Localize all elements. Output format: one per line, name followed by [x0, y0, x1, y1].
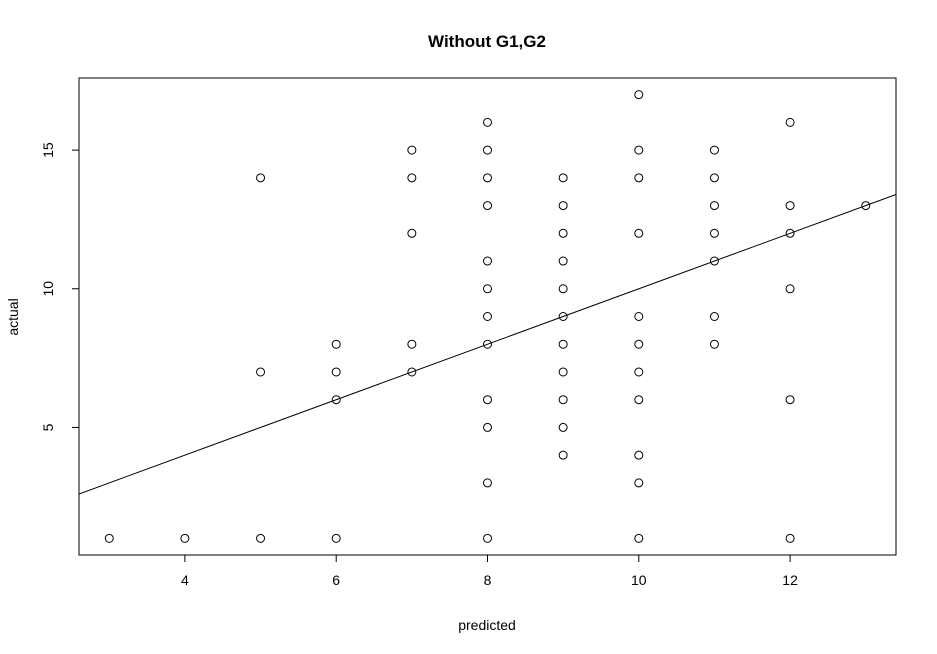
data-point — [331, 395, 341, 405]
data-point — [558, 367, 568, 377]
data-point — [709, 339, 719, 349]
x-axis: 4 6 8 10 12 — [181, 555, 798, 588]
data-point — [483, 284, 492, 294]
data-point — [634, 478, 644, 488]
data-point — [483, 173, 492, 183]
x-tick-label: 4 — [181, 572, 189, 588]
data-point — [256, 367, 266, 377]
points-layer — [104, 90, 871, 543]
data-point — [709, 228, 719, 238]
data-point — [558, 339, 568, 349]
data-point — [180, 533, 190, 543]
data-point — [558, 422, 568, 432]
y-tick-label: 5 — [40, 423, 56, 431]
y-axis: 5 10 15 — [40, 142, 79, 431]
data-point — [861, 201, 871, 211]
data-point — [407, 173, 417, 183]
data-point — [709, 145, 719, 155]
data-point — [256, 173, 266, 183]
data-point — [634, 367, 644, 377]
data-point — [483, 145, 492, 155]
data-point — [785, 228, 795, 238]
reference-line — [79, 194, 896, 495]
data-point — [709, 256, 719, 266]
data-point — [483, 117, 492, 127]
data-point — [709, 312, 719, 321]
data-point — [407, 145, 417, 155]
data-point — [634, 339, 644, 349]
x-tick-label: 6 — [332, 572, 340, 588]
data-point — [483, 339, 492, 349]
data-point — [634, 145, 644, 155]
x-tick-label: 8 — [484, 572, 492, 588]
data-point — [558, 395, 568, 405]
reference-line-layer — [79, 194, 896, 495]
data-point — [483, 256, 492, 266]
data-point — [483, 422, 492, 432]
data-point — [558, 450, 568, 460]
data-point — [407, 367, 417, 377]
data-point — [709, 201, 719, 211]
data-point — [785, 201, 795, 211]
data-point — [785, 395, 795, 405]
x-tick-label: 12 — [782, 572, 798, 588]
data-point — [331, 533, 341, 543]
data-point — [558, 173, 568, 183]
data-point — [785, 533, 795, 543]
data-point — [483, 201, 492, 211]
y-tick-label: 10 — [40, 281, 56, 297]
data-point — [483, 478, 492, 488]
data-point — [709, 173, 719, 183]
data-point — [483, 533, 492, 543]
data-point — [483, 312, 492, 321]
data-point — [634, 90, 644, 100]
data-point — [331, 367, 341, 377]
data-point — [483, 395, 492, 405]
plot-frame — [78, 77, 897, 556]
data-point — [331, 339, 341, 349]
x-axis-label: predicted — [458, 617, 516, 633]
data-point — [634, 450, 644, 460]
data-point — [785, 284, 795, 294]
x-tick-label: 10 — [631, 572, 647, 588]
y-tick-label: 15 — [40, 142, 56, 158]
data-point — [256, 533, 266, 543]
data-point — [634, 228, 644, 238]
data-point — [558, 201, 568, 211]
data-point — [634, 533, 644, 543]
data-point — [558, 312, 568, 321]
data-point — [558, 284, 568, 294]
data-point — [634, 312, 644, 321]
data-point — [634, 395, 644, 405]
data-point — [104, 533, 114, 543]
chart-title: Without G1,G2 — [428, 32, 546, 51]
data-point — [634, 173, 644, 183]
data-point — [558, 256, 568, 266]
y-axis-label: actual — [5, 298, 21, 335]
data-point — [785, 117, 795, 127]
data-point — [407, 339, 417, 349]
data-point — [407, 228, 417, 238]
data-point — [558, 228, 568, 238]
